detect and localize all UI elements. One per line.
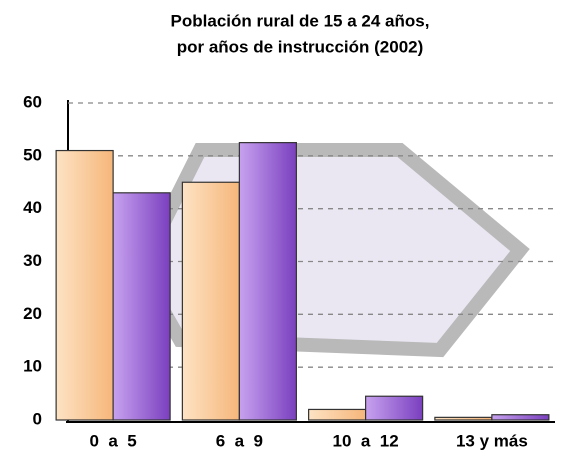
y-tick-label: 0 xyxy=(33,409,42,428)
bar xyxy=(492,415,549,420)
bar xyxy=(239,143,296,420)
chart-title: por años de instrucción (2002) xyxy=(177,37,424,56)
x-tick-label: 10 a 12 xyxy=(333,431,399,450)
bar xyxy=(435,417,492,420)
bar xyxy=(182,182,239,420)
y-tick-label: 30 xyxy=(23,251,42,270)
chart: Población rural de 15 a 24 años, por año… xyxy=(0,0,565,461)
x-tick-label: 6 a 9 xyxy=(216,431,263,450)
bar xyxy=(366,396,423,420)
y-tick-label: 50 xyxy=(23,145,42,164)
x-tick-label: 0 a 5 xyxy=(89,431,136,450)
y-tick-label: 40 xyxy=(23,198,42,217)
chart-title: Población rural de 15 a 24 años, xyxy=(171,11,430,30)
y-tick-label: 20 xyxy=(23,304,42,323)
x-tick-label: 13 y más xyxy=(456,431,528,450)
bar xyxy=(309,409,366,420)
y-tick-label: 10 xyxy=(23,357,42,376)
bar xyxy=(113,193,170,420)
y-tick-label: 60 xyxy=(23,92,42,111)
bar xyxy=(56,151,113,420)
